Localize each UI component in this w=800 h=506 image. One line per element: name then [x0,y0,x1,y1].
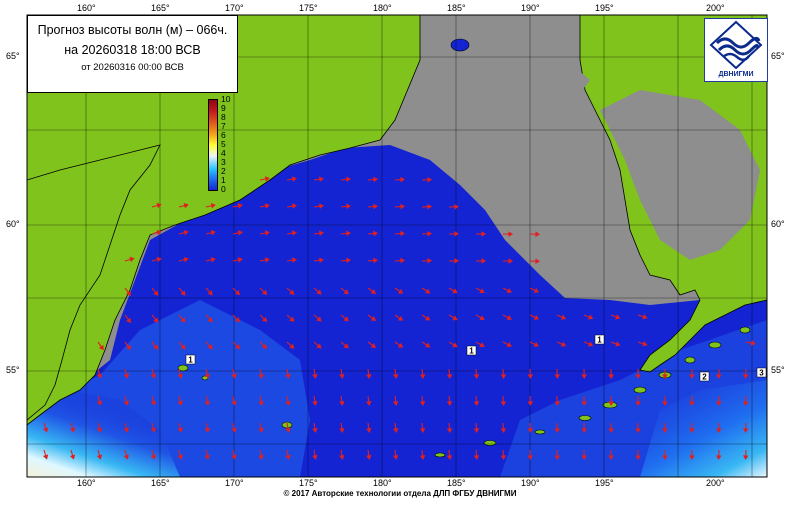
institute-logo: ДВНИГМИ [704,18,768,82]
lon-label: 170° [225,478,244,488]
lat-label: 60° [771,219,785,229]
lat-label: 60° [6,219,20,229]
lon-label: 160° [77,478,96,488]
svg-text:2: 2 [702,373,707,382]
svg-text:1: 1 [188,356,193,365]
lat-label: 65° [771,51,785,61]
lon-label: 175° [299,3,318,13]
lon-label: 200° [706,3,725,13]
lon-label: 195° [595,478,614,488]
wave-logo-icon [705,19,767,69]
lon-label: 190° [521,478,540,488]
scale-label: 0 [221,185,226,194]
forecast-title: Прогноз высоты волн (м) – 066ч. [28,24,237,37]
logo-label: ДВНИГМИ [705,71,767,78]
lon-label: 195° [595,3,614,13]
contour-label-3: 3 [757,368,766,378]
forecast-valid-time: на 20260318 18:00 ВСВ [28,43,237,57]
contour-label-1a: 1 [186,355,195,365]
lon-label: 165° [151,3,170,13]
lon-label: 180° [373,478,392,488]
svg-text:1: 1 [597,336,602,345]
lat-label: 55° [771,365,785,375]
lon-label: 185° [447,3,466,13]
contour-label-1c: 1 [595,335,604,345]
lon-label: 175° [299,478,318,488]
forecast-info-box: Прогноз высоты волн (м) – 066ч. на 20260… [27,15,238,93]
copyright-footer: © 2017 Авторские технологии отдела ДЛП Ф… [0,489,800,498]
lon-label: 165° [151,478,170,488]
lon-label: 190° [521,3,540,13]
lon-label: 185° [447,478,466,488]
wave-height-color-scale [208,99,218,191]
lat-label: 55° [6,365,20,375]
svg-text:3: 3 [759,369,764,378]
contour-label-1b: 1 [467,346,476,356]
svg-text:1: 1 [469,347,474,356]
contour-label-2: 2 [700,372,709,382]
lon-label: 200° [706,478,725,488]
lat-label: 65° [6,51,20,61]
scale-labels: 10 9 8 7 6 5 4 3 2 1 0 [221,95,235,195]
lon-label: 170° [225,3,244,13]
lon-label: 180° [373,3,392,13]
lon-label: 160° [77,3,96,13]
forecast-issued-time: от 20260316 00:00 ВСВ [28,62,237,73]
